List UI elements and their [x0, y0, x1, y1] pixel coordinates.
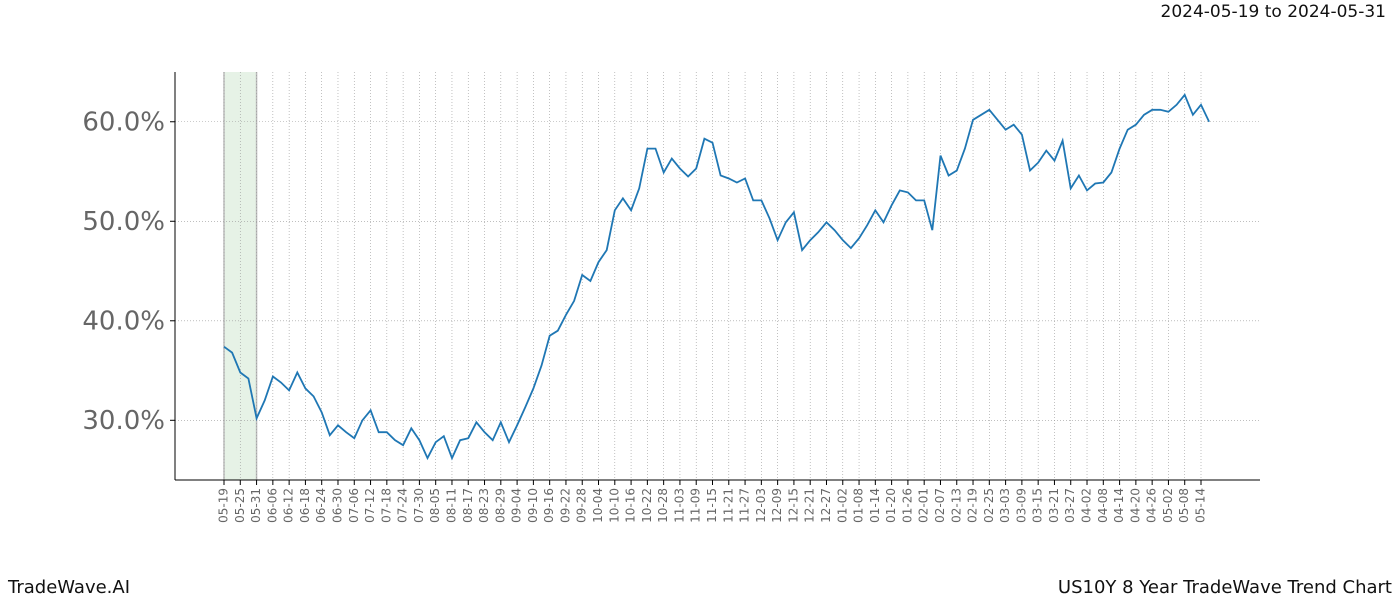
x-tick-label: 01-26 [900, 488, 914, 523]
x-tick-label: 09-22 [558, 488, 572, 523]
x-tick-label: 05-02 [1161, 488, 1175, 523]
x-tick-label: 02-13 [949, 488, 963, 523]
x-tick-label: 07-12 [363, 488, 377, 523]
y-tick-label: 30.0% [82, 406, 165, 436]
x-tick-label: 11-15 [705, 488, 719, 523]
x-tick-label: 05-08 [1177, 488, 1191, 523]
y-tick-label: 40.0% [82, 306, 165, 336]
y-tick-label: 60.0% [82, 107, 165, 137]
x-tick-label: 04-20 [1128, 488, 1142, 523]
x-tick-label: 01-20 [884, 488, 898, 523]
x-tick-label: 05-31 [249, 488, 263, 523]
x-tick-label: 03-21 [1047, 488, 1061, 523]
x-tick-label: 02-07 [933, 488, 947, 523]
x-tick-label: 11-21 [721, 488, 735, 523]
x-tick-label: 04-02 [1080, 488, 1094, 523]
x-tick-label: 06-06 [265, 488, 279, 523]
x-tick-label: 07-30 [412, 488, 426, 523]
x-tick-label: 09-28 [575, 488, 589, 523]
x-tick-label: 02-25 [982, 488, 996, 523]
x-tick-label: 08-17 [461, 488, 475, 523]
x-tick-label: 01-02 [835, 488, 849, 523]
x-tick-label: 04-08 [1096, 488, 1110, 523]
x-tick-label: 12-21 [803, 488, 817, 523]
x-tick-label: 12-27 [819, 488, 833, 523]
x-tick-label: 07-06 [347, 488, 361, 523]
x-tick-label: 12-03 [754, 488, 768, 523]
x-tick-label: 06-12 [282, 488, 296, 523]
x-tick-label: 12-09 [770, 488, 784, 523]
x-tick-label: 10-28 [656, 488, 670, 523]
x-tick-label: 02-19 [966, 488, 980, 523]
x-tick-label: 10-04 [591, 488, 605, 523]
x-tick-label: 06-24 [314, 488, 328, 523]
x-tick-label: 08-29 [493, 488, 507, 523]
x-tick-label: 06-18 [298, 488, 312, 523]
x-tick-label: 10-10 [607, 488, 621, 523]
chart-title: 2024-05-19 to 2024-05-31 [1161, 2, 1386, 22]
x-tick-label: 06-30 [330, 488, 344, 523]
x-tick-label: 03-03 [998, 488, 1012, 523]
x-tick-label: 09-16 [542, 488, 556, 523]
x-tick-label: 03-27 [1063, 488, 1077, 523]
x-tick-label: 03-09 [1014, 488, 1028, 523]
x-tick-label: 08-05 [428, 488, 442, 523]
x-tick-label: 03-15 [1031, 488, 1045, 523]
data-line [223, 93, 1210, 461]
x-tick-label: 07-24 [396, 488, 410, 523]
y-tick-label: 50.0% [82, 207, 165, 237]
x-tick-label: 08-23 [477, 488, 491, 523]
x-tick-label: 04-26 [1145, 488, 1159, 523]
x-tick-label: 04-14 [1112, 488, 1126, 523]
x-tick-label: 08-11 [444, 488, 458, 523]
x-tick-label: 05-19 [217, 488, 231, 523]
x-tick-label: 09-04 [510, 488, 524, 523]
x-tick-label: 02-01 [917, 488, 931, 523]
x-tick-label: 11-03 [672, 488, 686, 523]
x-tick-label: 11-09 [689, 488, 703, 523]
x-tick-label: 05-25 [233, 488, 247, 523]
x-tick-label: 09-10 [526, 488, 540, 523]
x-tick-label: 12-15 [786, 488, 800, 523]
x-tick-label: 01-08 [852, 488, 866, 523]
x-tick-label: 07-18 [379, 488, 393, 523]
x-tick-label: 11-27 [738, 488, 752, 523]
footer-left: TradeWave.AI [7, 577, 130, 598]
x-tick-label: 10-22 [640, 488, 654, 523]
x-tick-label: 10-16 [624, 488, 638, 523]
x-tick-label: 05-14 [1194, 488, 1208, 523]
footer-right: US10Y 8 Year TradeWave Trend Chart [1058, 577, 1392, 598]
x-tick-label: 01-14 [868, 488, 882, 523]
